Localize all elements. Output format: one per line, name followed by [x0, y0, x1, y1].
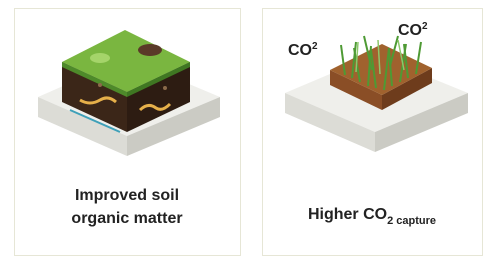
caption-line: organic matter — [71, 210, 182, 227]
infographic: Improved soil organic matter CO2 CO2 Hig… — [0, 0, 487, 260]
caption-line: Improved soil — [75, 187, 179, 204]
page: Improved soil organic matter CO2 CO2 Hig… — [0, 0, 487, 260]
